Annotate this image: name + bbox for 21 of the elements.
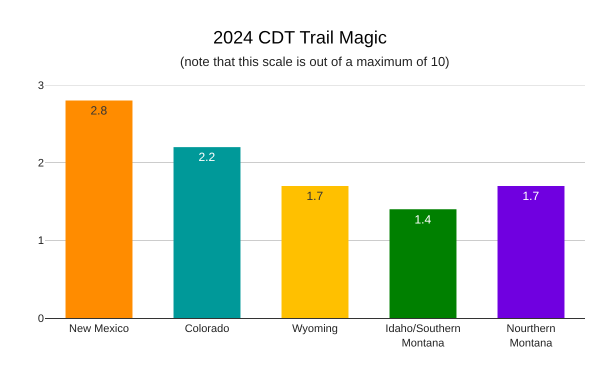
y-tick-label: 0 [38,312,44,325]
x-tick-label: New Mexico [69,323,129,336]
y-tick-label: 1 [38,235,44,248]
x-tick-label: Colorado [184,323,230,336]
x-tick-label: Wyoming [292,323,338,336]
y-tick-label: 2 [38,158,44,170]
data-label: 1.7 [522,188,540,203]
y-tick-label: 3 [38,80,44,92]
data-label: 1.7 [306,188,324,203]
x-tick-label: Idaho/Southern Montana [385,323,461,350]
chart-title: 2024 CDT Trail Magic [213,27,387,48]
data-label: 2.2 [198,150,216,164]
x-tick-label: Nourthern Montana [506,323,556,350]
bar [66,100,132,318]
data-label: 1.4 [414,212,432,226]
chart-subtitle: (note that this scale is out of a maximum of 10) [180,54,450,69]
bar [390,209,456,318]
bar [282,186,348,318]
bar [174,147,240,318]
data-label: 2.8 [90,104,108,118]
bar [498,186,564,318]
